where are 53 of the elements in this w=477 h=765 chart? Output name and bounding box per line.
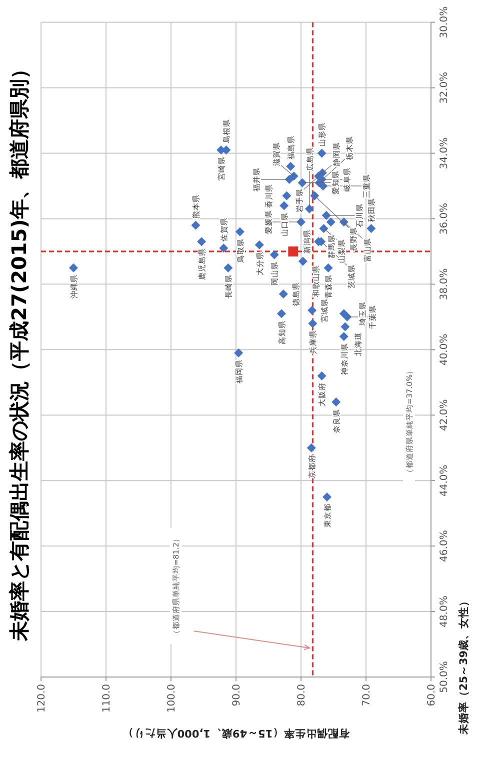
point: [342, 312, 352, 322]
point: [219, 244, 228, 253]
point: [224, 263, 233, 272]
point: [235, 227, 244, 236]
point: [298, 256, 308, 266]
y-tick-label: 38.0%: [439, 268, 450, 300]
y-tick-label: 48.0%: [439, 596, 450, 628]
point: [308, 306, 317, 315]
text: 未婚率と有配偶出生率の状況（平成27(2015)年、都道府県別）: [7, 59, 31, 642]
point: [197, 237, 206, 246]
point: [191, 220, 200, 230]
point: [298, 178, 307, 188]
x-tick-label: 100.0: [166, 684, 178, 713]
y-tick-label: 32.0%: [439, 72, 450, 104]
point: [270, 250, 279, 260]
x-tick-label: 60.0: [426, 684, 438, 706]
point: [317, 148, 326, 158]
point: [69, 263, 78, 272]
point: [340, 322, 350, 332]
point: [324, 263, 333, 272]
point: [366, 224, 376, 234]
y-axis-title: 未婚率（25～39歳、女性）: [457, 595, 470, 736]
point: [280, 201, 289, 210]
y-tick-label: 42.0%: [439, 399, 450, 432]
point: [277, 309, 286, 318]
point: [306, 443, 316, 452]
x-tick-label: 80.0: [296, 684, 308, 706]
point: [286, 162, 296, 171]
point: [339, 332, 348, 342]
x-tick-label: 90.0: [232, 684, 242, 706]
y-tick-label: 50.0%: [439, 661, 450, 693]
y-tick-label: 40.0%: [439, 334, 450, 366]
x-axis-title: 有配偶出生率（15～49歳、1,000人当たり）: [122, 727, 351, 740]
point: [326, 217, 336, 226]
point: [278, 290, 288, 298]
point: [317, 371, 326, 380]
point: [310, 191, 320, 200]
point: [322, 210, 331, 220]
point: [332, 398, 341, 407]
y-tick-label: 30.0%: [439, 6, 450, 38]
x-tick-label: 70.0: [362, 684, 372, 706]
y-tick-label: 36.0%: [439, 202, 450, 235]
x-tick-label: 110.0: [102, 684, 112, 713]
point: [308, 318, 318, 328]
point: [322, 492, 332, 502]
y-tick-label: 46.0%: [439, 530, 450, 562]
point: [254, 240, 264, 250]
point: [234, 348, 244, 358]
point: [319, 224, 328, 234]
point: [282, 191, 292, 200]
x-tick-label: 120.0: [36, 684, 48, 713]
y-tick-label: 44.0%: [439, 464, 450, 496]
y-tick-label: 34.0%: [439, 137, 450, 170]
